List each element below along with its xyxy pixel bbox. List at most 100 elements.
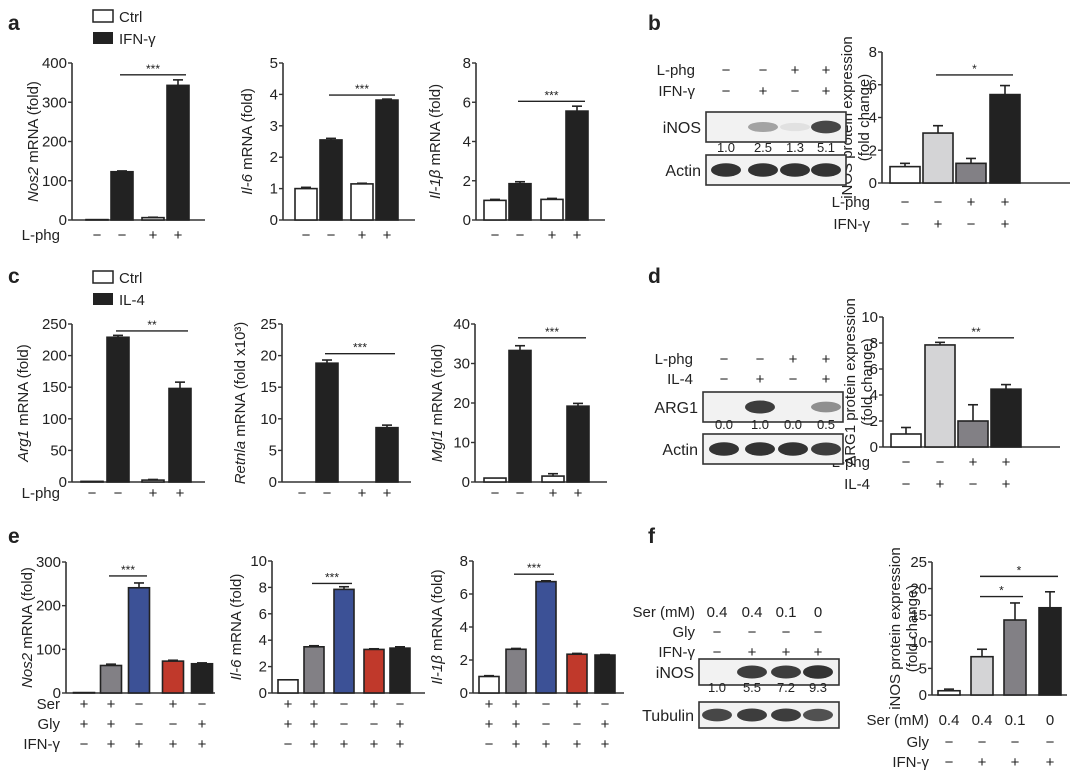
bar: [80, 480, 104, 483]
blot-condition-marker: −: [791, 83, 800, 100]
y-axis-title-italic: Nos2: [19, 652, 36, 688]
y-axis-title: iNOS protein expression: [887, 547, 904, 710]
condition-marker: −: [169, 716, 178, 733]
panel-label-d: d: [648, 265, 661, 288]
y-tick-label: 100: [36, 641, 61, 658]
condition-marker: −: [198, 696, 207, 713]
condition-marker: −: [945, 734, 954, 751]
condition-marker: +: [107, 696, 116, 713]
bar: [303, 645, 325, 694]
y-axis-title-italic: Mgl1: [429, 430, 446, 463]
y-axis-title-italic: Nos2: [25, 166, 42, 202]
bar: [990, 388, 1022, 448]
y-axis-title: (fold change): [859, 338, 876, 426]
condition-marker: −: [902, 476, 911, 493]
condition-marker: −: [901, 216, 910, 233]
y-tick-label: 15: [260, 379, 277, 396]
y-tick-label: 4: [259, 632, 267, 649]
y-tick-label: 100: [42, 411, 67, 428]
blot-condition-marker: +: [822, 371, 831, 388]
chart-a2: 0 1 2 3 4 5 Il-6 mRNA (fold) *** − − + +: [239, 55, 415, 244]
blot-band: [803, 708, 833, 722]
blot-condition-marker: 0.1: [776, 604, 797, 621]
bar: [319, 139, 343, 221]
blot-condition-marker: +: [756, 371, 765, 388]
condition-marker: −: [967, 216, 976, 233]
y-axis-title-italic: Il-6: [239, 173, 256, 194]
blot-condition-label: IFN-γ: [658, 644, 695, 661]
blot-condition-label: L-phg: [657, 62, 695, 79]
y-tick-label: 50: [50, 442, 67, 459]
y-tick-label: 300: [42, 94, 67, 111]
blot-band: [778, 442, 808, 456]
condition-marker: +: [485, 716, 494, 733]
bar: [889, 165, 921, 184]
y-axis-title: Retnla mRNA (fold x10³): [232, 322, 249, 485]
blot-condition-label: IL-4: [667, 371, 693, 388]
blot-condition-marker: −: [814, 624, 823, 641]
y-axis-title-italic: Il-1β: [427, 169, 444, 199]
condition-marker: −: [573, 716, 582, 733]
condition-row-label: Gly: [907, 734, 930, 751]
bar: [127, 586, 151, 694]
panel-label-a: a: [8, 12, 20, 35]
condition-marker: +: [370, 696, 379, 713]
blot-condition-marker: +: [748, 644, 757, 661]
legend-label-il4: IL-4: [119, 292, 145, 309]
blot-condition-marker: −: [720, 351, 729, 368]
y-tick-label: 25: [910, 554, 927, 571]
blot-condition-marker: +: [822, 83, 831, 100]
bar: [566, 405, 590, 483]
y-axis-title-rest: mRNA (fold): [427, 84, 444, 170]
bar: [166, 84, 190, 221]
condition-marker: −: [485, 736, 494, 753]
condition-marker: 0: [1046, 712, 1054, 729]
condition-marker: +: [1046, 754, 1055, 771]
condition-marker: −: [340, 716, 349, 733]
condition-marker: −: [118, 227, 127, 244]
y-axis-title-rest: mRNA (fold): [15, 344, 32, 430]
condition-marker: +: [601, 716, 610, 733]
bar: [483, 199, 507, 221]
blot-condition-label: Ser (mM): [633, 604, 696, 621]
blot-quantification: 1.0: [751, 417, 769, 432]
y-tick-label: 2: [460, 652, 468, 669]
bar: [161, 660, 185, 694]
blot-quantification: 1.0: [708, 680, 726, 695]
condition-marker: +: [1002, 476, 1011, 493]
blot-condition-marker: 0.4: [742, 604, 763, 621]
condition-row-label: IFN-γ: [833, 216, 870, 233]
blot-quantification: 9.3: [809, 680, 827, 695]
blot-quantification: 1.0: [717, 140, 735, 155]
y-axis-title-rest: mRNA (fold): [429, 344, 446, 430]
condition-marker: +: [573, 227, 582, 244]
y-tick-label: 150: [42, 379, 67, 396]
blot-band: [771, 708, 801, 722]
blot-condition-marker: −: [782, 624, 791, 641]
condition-marker: +: [107, 716, 116, 733]
y-tick-label: 100: [42, 173, 67, 190]
y-axis-title-rest: mRNA (fold): [19, 567, 36, 653]
blot-quantification: 0.0: [715, 417, 733, 432]
y-axis-title-italic: Il-1β: [429, 655, 446, 685]
condition-marker: −: [88, 485, 97, 502]
y-axis-title-rest: mRNA (fold): [429, 569, 446, 655]
chart-c1: 0 50 100 150 200 250 Arg1 mRNA (fold) ** L-phg − −…: [15, 316, 205, 502]
condition-marker: −: [901, 194, 910, 211]
condition-marker: −: [516, 227, 525, 244]
y-axis-title: Il-6 mRNA (fold): [239, 88, 256, 195]
condition-marker: −: [491, 227, 500, 244]
condition-marker: +: [574, 485, 583, 502]
blot-band: [711, 163, 741, 177]
bar: [566, 653, 588, 694]
chart-e3: 0 2 4 6 8 Il-1β mRNA (fold) *** + + − + − + + − − + − + + + +: [429, 553, 624, 753]
blot-band: [780, 122, 810, 132]
condition-marker: −: [80, 736, 89, 753]
condition-marker: +: [1002, 454, 1011, 471]
condition-marker: −: [323, 485, 332, 502]
blot-band: [745, 400, 775, 414]
condition-marker: +: [310, 696, 319, 713]
blot-band: [811, 442, 841, 456]
